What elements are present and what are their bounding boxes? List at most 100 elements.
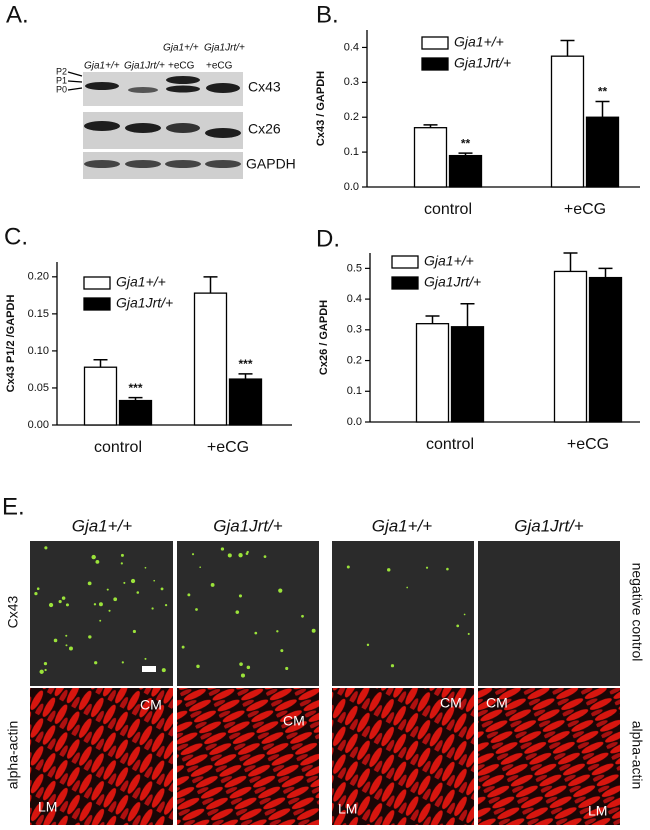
punctum <box>164 604 168 607</box>
row-label: Cx43 <box>5 595 21 628</box>
punctum <box>280 649 284 653</box>
legend-label: Gja1Jrt/+ <box>454 55 511 71</box>
punctum <box>123 581 126 584</box>
significance: *** <box>238 357 252 371</box>
punctum <box>160 587 164 591</box>
punctum <box>53 638 58 643</box>
row-label: negative control <box>629 563 645 662</box>
legend-swatch <box>421 57 449 71</box>
punctum <box>254 631 258 635</box>
punctum <box>276 630 279 633</box>
error-bar <box>595 100 610 118</box>
punctum <box>61 596 66 600</box>
bar <box>450 326 485 423</box>
punctum <box>220 547 225 551</box>
y-tick-label: 0.0 <box>347 416 362 428</box>
punctum <box>132 629 136 634</box>
punctum <box>144 566 147 569</box>
panel-label: E. <box>2 493 25 520</box>
punctum <box>311 628 316 633</box>
bar <box>415 323 450 423</box>
legend-label: Gja1Jrt/+ <box>116 295 173 311</box>
blot-label: Cx26 <box>248 121 281 137</box>
punctum <box>99 619 102 622</box>
error-bar <box>425 315 440 324</box>
band-label: P0 <box>56 84 67 94</box>
punctum <box>463 613 466 616</box>
bar <box>588 276 623 423</box>
punctum <box>58 600 62 604</box>
bar <box>448 154 483 188</box>
punctum <box>93 603 97 606</box>
panel-label: B. <box>316 1 339 28</box>
row-label: alpha-actin <box>5 721 21 790</box>
legend-swatch <box>421 36 449 50</box>
tile-label: LM <box>588 803 607 819</box>
bar <box>585 116 620 188</box>
bar <box>193 292 228 426</box>
punctum <box>245 552 249 555</box>
legend-label: Gja1+/+ <box>454 34 504 50</box>
error-bar <box>203 276 218 294</box>
punctum <box>98 602 103 607</box>
treatment-label: +eCG <box>168 61 195 72</box>
y-tick-label: 0.5 <box>347 262 362 274</box>
punctum <box>95 559 100 564</box>
y-tick-label: 0.05 <box>28 382 49 394</box>
lane-label: Gja1Jrt/+ <box>204 43 245 54</box>
band-label: P1 <box>56 75 67 85</box>
lane-label: Gja1Jrt/+ <box>124 61 165 72</box>
punctum <box>199 566 201 569</box>
y-tick-label: 0.10 <box>28 345 49 357</box>
y-tick-label: 0.2 <box>344 111 359 123</box>
legend-label: Gja1Jrt/+ <box>424 274 481 290</box>
punctum <box>43 662 48 666</box>
y-tick-label: 0.20 <box>28 271 49 283</box>
panel-a: A. Gja1+/+ Gja1Jrt/+ Gja1+/+ Gja1Jrt/+ +… <box>6 1 296 179</box>
significance: *** <box>128 381 142 395</box>
punctum <box>346 565 350 569</box>
punctum <box>36 587 40 590</box>
punctum <box>120 553 124 557</box>
x-tick-label: control <box>424 201 472 218</box>
lane-label: Gja1+/+ <box>163 43 199 54</box>
blot-label: GAPDH <box>246 156 296 172</box>
punctum <box>136 591 140 594</box>
punctum <box>144 657 147 660</box>
error-bar <box>563 252 578 272</box>
band-label: P2 <box>56 66 67 76</box>
punctum <box>65 603 69 607</box>
charts: B. Cx43 / GAPDH 0.0 0.1 0.2 0.3 0.4 control +eCG… <box>4 1 640 456</box>
punctum <box>153 579 156 582</box>
y-tick-label: 0.2 <box>347 354 362 366</box>
micrographs <box>30 541 620 825</box>
punctum <box>65 634 68 637</box>
legend-swatch <box>391 255 419 269</box>
legend-swatch <box>83 276 111 290</box>
x-tick-label: +eCG <box>207 439 249 456</box>
punctum <box>121 661 124 664</box>
column-label: Gja1+/+ <box>372 516 433 535</box>
tile-label: LM <box>38 799 57 815</box>
punctum <box>113 597 118 602</box>
punctum <box>94 661 98 665</box>
y-axis-label: Cx26 / GAPDH <box>318 300 330 375</box>
panel-label: C. <box>4 223 28 250</box>
blot-bands <box>84 76 241 168</box>
punctum <box>88 635 92 639</box>
panel-label: A. <box>6 1 29 28</box>
punctum <box>235 610 240 614</box>
bar <box>553 270 588 423</box>
punctum <box>181 645 185 649</box>
column-label: Gja1Jrt/+ <box>213 516 283 535</box>
punctum <box>301 614 304 618</box>
punctum <box>108 609 111 612</box>
treatment-label: +eCG <box>206 61 233 72</box>
punctum <box>446 567 449 571</box>
punctum <box>106 588 109 591</box>
y-tick-label: 0.1 <box>347 385 362 397</box>
punctum <box>68 646 73 651</box>
bar <box>228 378 263 426</box>
punctum <box>44 546 48 550</box>
tile-label: LM <box>338 801 357 817</box>
